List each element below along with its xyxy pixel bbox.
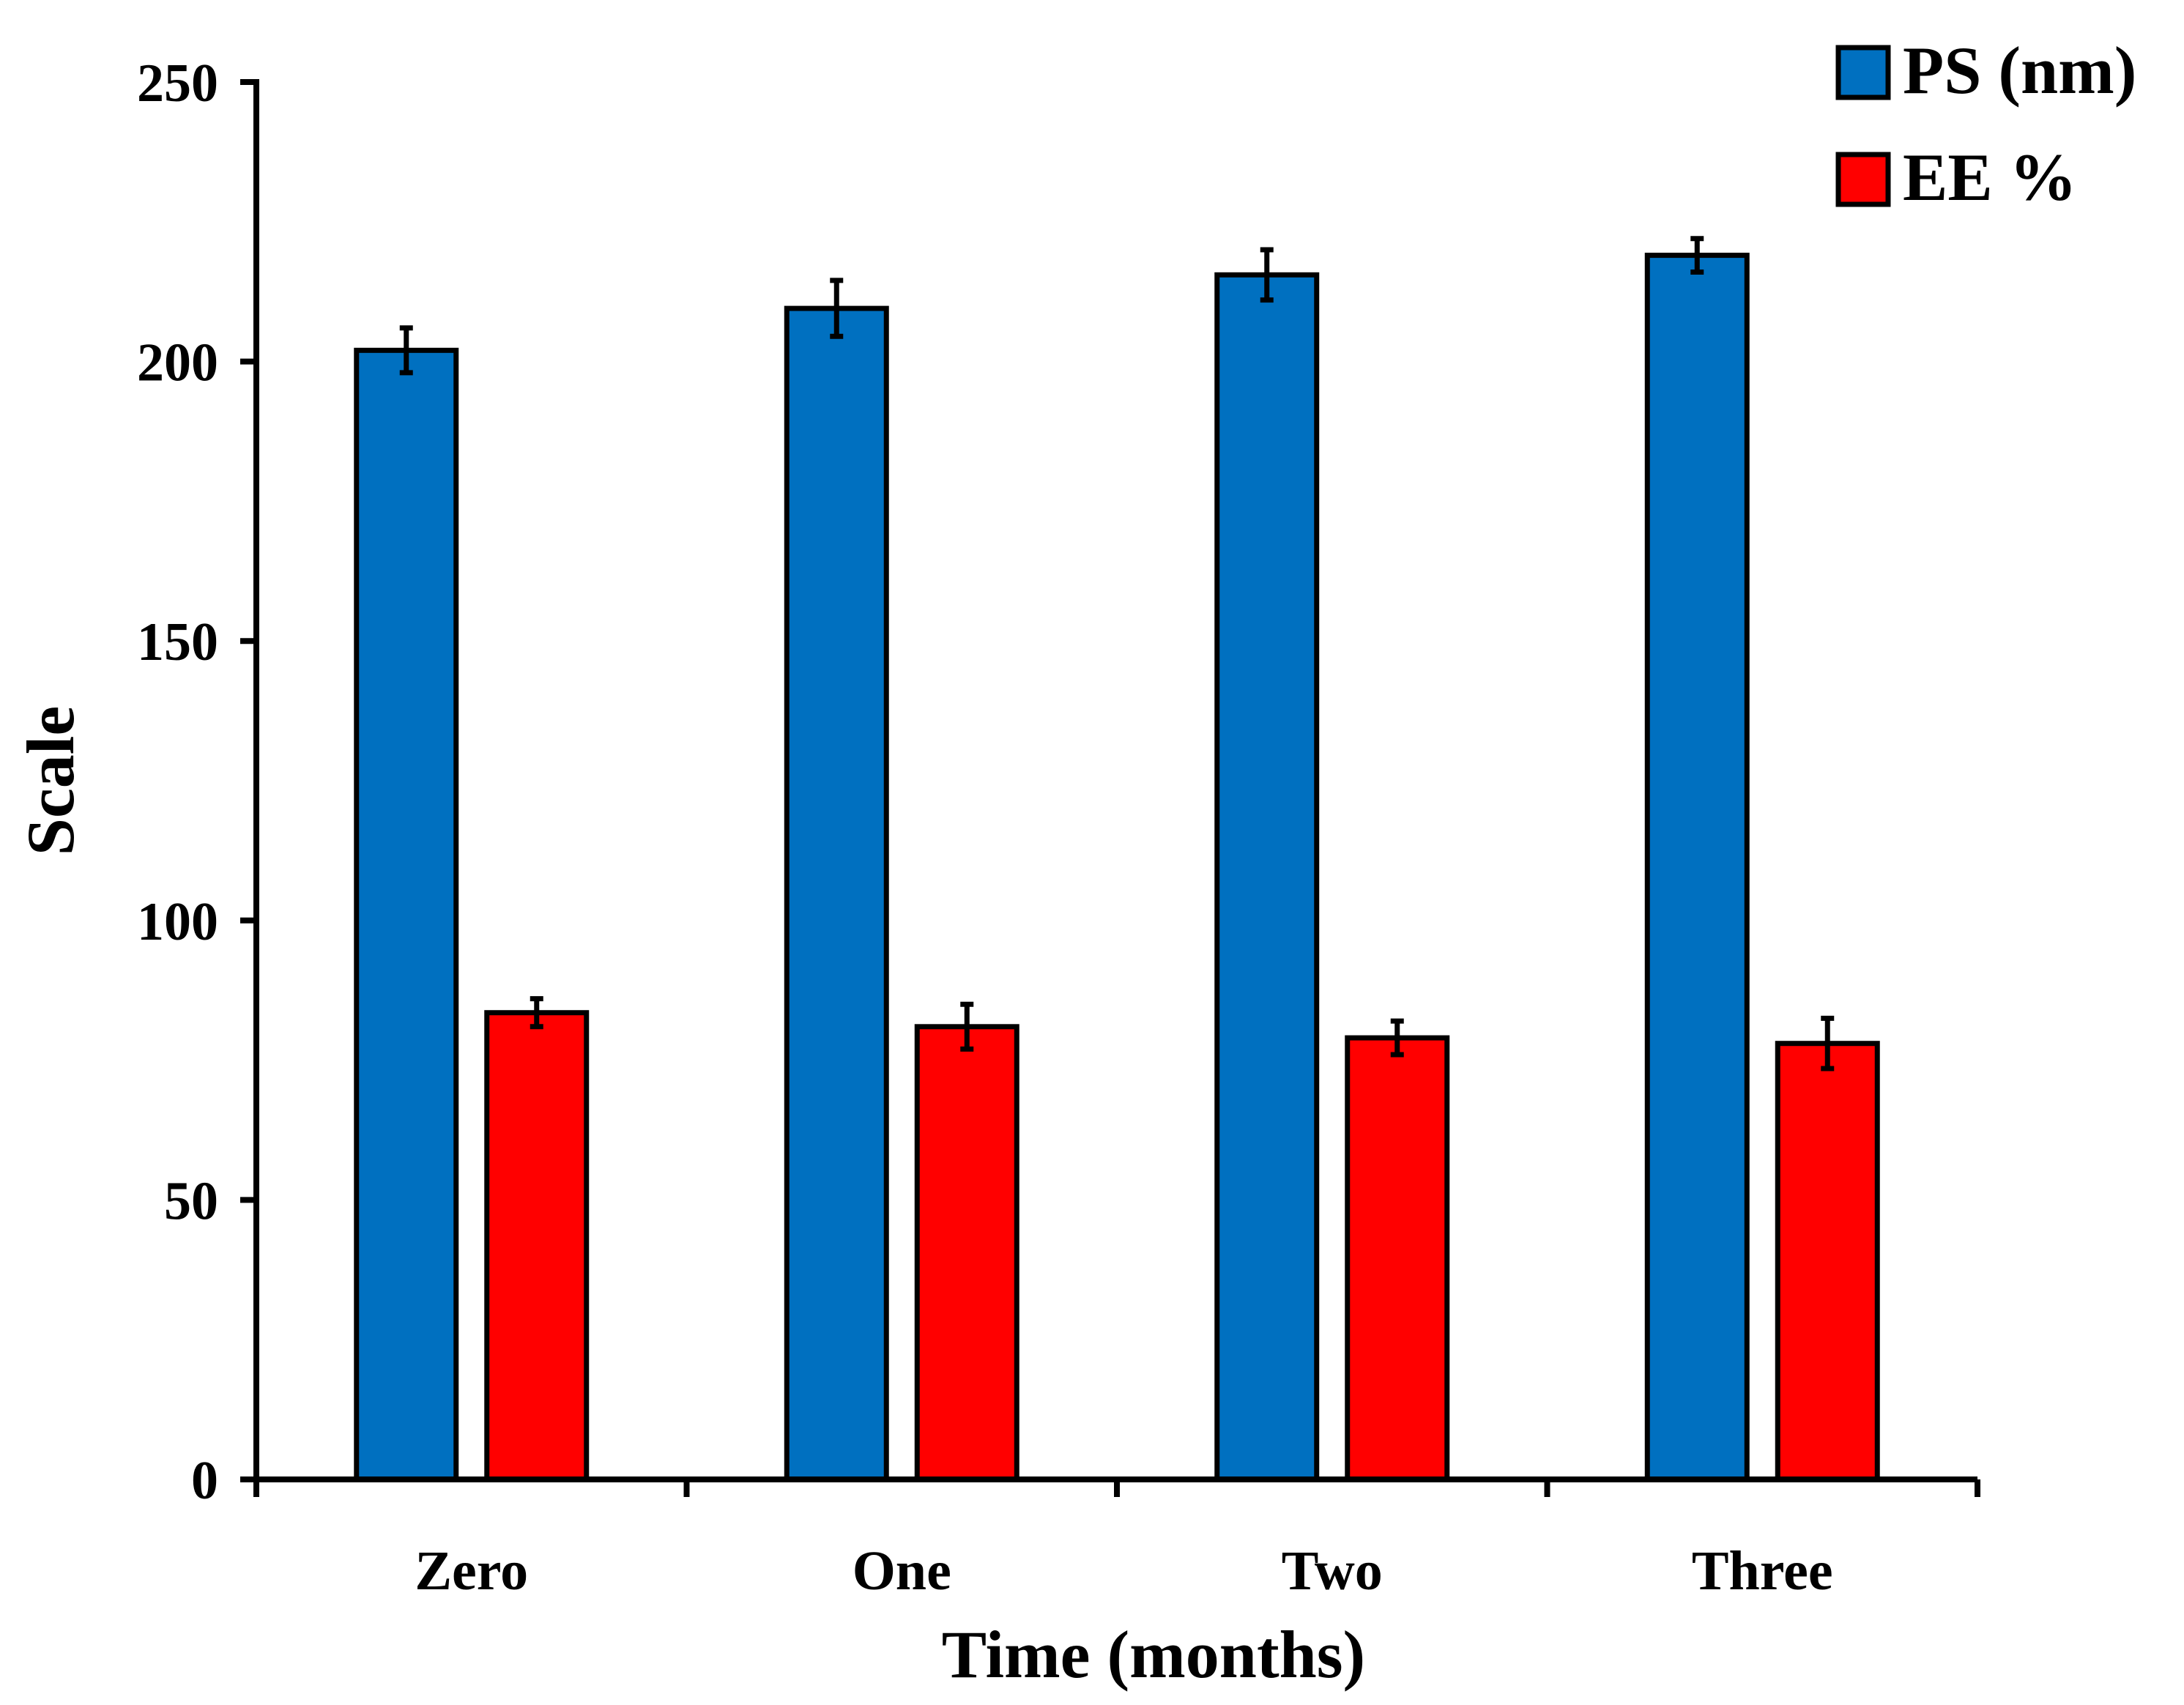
error-bar [1690,236,1704,275]
x-ticks: Zero One Two Three [253,1479,1980,1602]
bar-ee-one [914,1024,1019,1482]
y-ticks: 0 50 100 150 200 250 [137,53,256,1511]
x-axis-title: Time (months) [942,1617,1365,1692]
x-category-label: Three [1692,1540,1833,1602]
y-tick-label: 50 [164,1171,218,1231]
error-bars-layer [399,236,1835,1071]
error-bar [1821,1015,1835,1071]
bar-ps-three [1644,253,1750,1482]
bar-ee-two [1345,1035,1450,1482]
y-tick-label: 250 [137,53,218,114]
y-tick-label: 200 [137,333,218,393]
error-bar [530,996,543,1030]
x-category-label: One [853,1540,951,1602]
bar-ps-two [1214,272,1320,1482]
legend-label-ee: EE % [1903,140,2077,215]
y-axis-title: Scale [13,706,88,855]
x-category-label: Zero [415,1540,528,1602]
bars-layer [354,253,1880,1482]
bar-ps-one [784,305,889,1482]
y-tick-label: 0 [191,1451,218,1511]
bar-ee-three [1775,1041,1880,1482]
error-bar [399,325,413,376]
bar-ps-zero [354,347,459,1482]
error-bar [1390,1018,1404,1058]
error-bar [830,278,844,339]
x-category-label: Two [1282,1540,1383,1602]
legend-swatch-ps [1835,45,1891,100]
error-bar [960,1001,974,1052]
bar-ee-zero [484,1010,590,1482]
legend-swatch-ee [1835,152,1891,207]
error-bar [1260,247,1274,303]
y-tick-label: 100 [137,892,218,952]
legend-label-ps: PS (nm) [1903,33,2136,108]
y-tick-label: 150 [137,612,218,672]
legend: PS (nm) EE % [1835,33,2136,215]
